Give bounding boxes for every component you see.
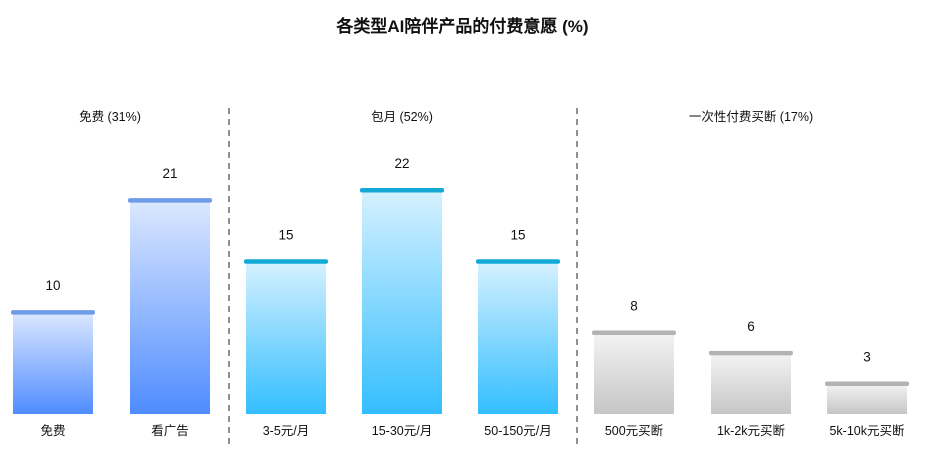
x-tick-label: 50-150元/月 [484,424,551,438]
data-label: 22 [394,156,409,171]
chart-title: 各类型AI陪伴产品的付费意愿 (%) [336,17,589,36]
data-label: 8 [630,299,638,314]
data-label: 3 [863,349,871,364]
data-label: 6 [747,319,755,334]
bar-cap [476,259,560,264]
data-label: 15 [278,227,293,242]
x-tick-label: 500元买断 [605,423,663,438]
data-label: 21 [162,166,177,181]
bar-cap [244,259,328,264]
x-tick-label: 15-30元/月 [372,424,432,438]
bar [711,352,791,414]
bar [130,200,210,414]
group-label-3: 一次性付费买断 (17%) [689,109,813,124]
x-tick-label: 3-5元/月 [263,424,310,438]
bar [246,261,326,414]
bar-cap [11,310,95,315]
bar-cap [592,330,676,336]
bar-cap [128,198,212,203]
group-label-1: 免费 (31%) [79,109,141,124]
bar [594,332,674,414]
bar [362,190,442,414]
bar-cap [825,381,909,386]
data-label: 10 [45,278,60,293]
x-tick-label: 5k-10k元买断 [829,423,904,438]
x-tick-label: 免费 [40,423,65,438]
bar [13,312,93,414]
bar-cap [709,350,793,356]
x-tick-label: 1k-2k元买断 [717,423,785,438]
bar-cap [360,188,444,193]
x-tick-label: 看广告 [151,424,189,438]
bar [827,383,907,414]
group-label-2: 包月 (52%) [371,110,433,124]
data-label: 15 [510,227,525,242]
bar [478,261,558,414]
